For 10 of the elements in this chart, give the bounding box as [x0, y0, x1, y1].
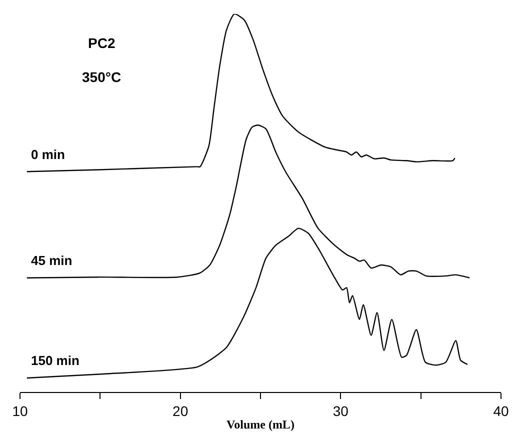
annotation: 350°C: [82, 69, 122, 85]
x-tick-label: 10: [12, 402, 28, 419]
x-tick-label: 20: [172, 402, 188, 419]
series-label: 0 min: [31, 147, 66, 162]
series-label: 150 min: [31, 353, 80, 368]
annotation: PC2: [88, 35, 116, 51]
x-tick-label: 30: [332, 402, 349, 419]
x-axis-title: Volume (mL): [226, 418, 294, 432]
x-tick-label: 40: [493, 402, 509, 419]
series-label: 45 min: [31, 253, 72, 268]
